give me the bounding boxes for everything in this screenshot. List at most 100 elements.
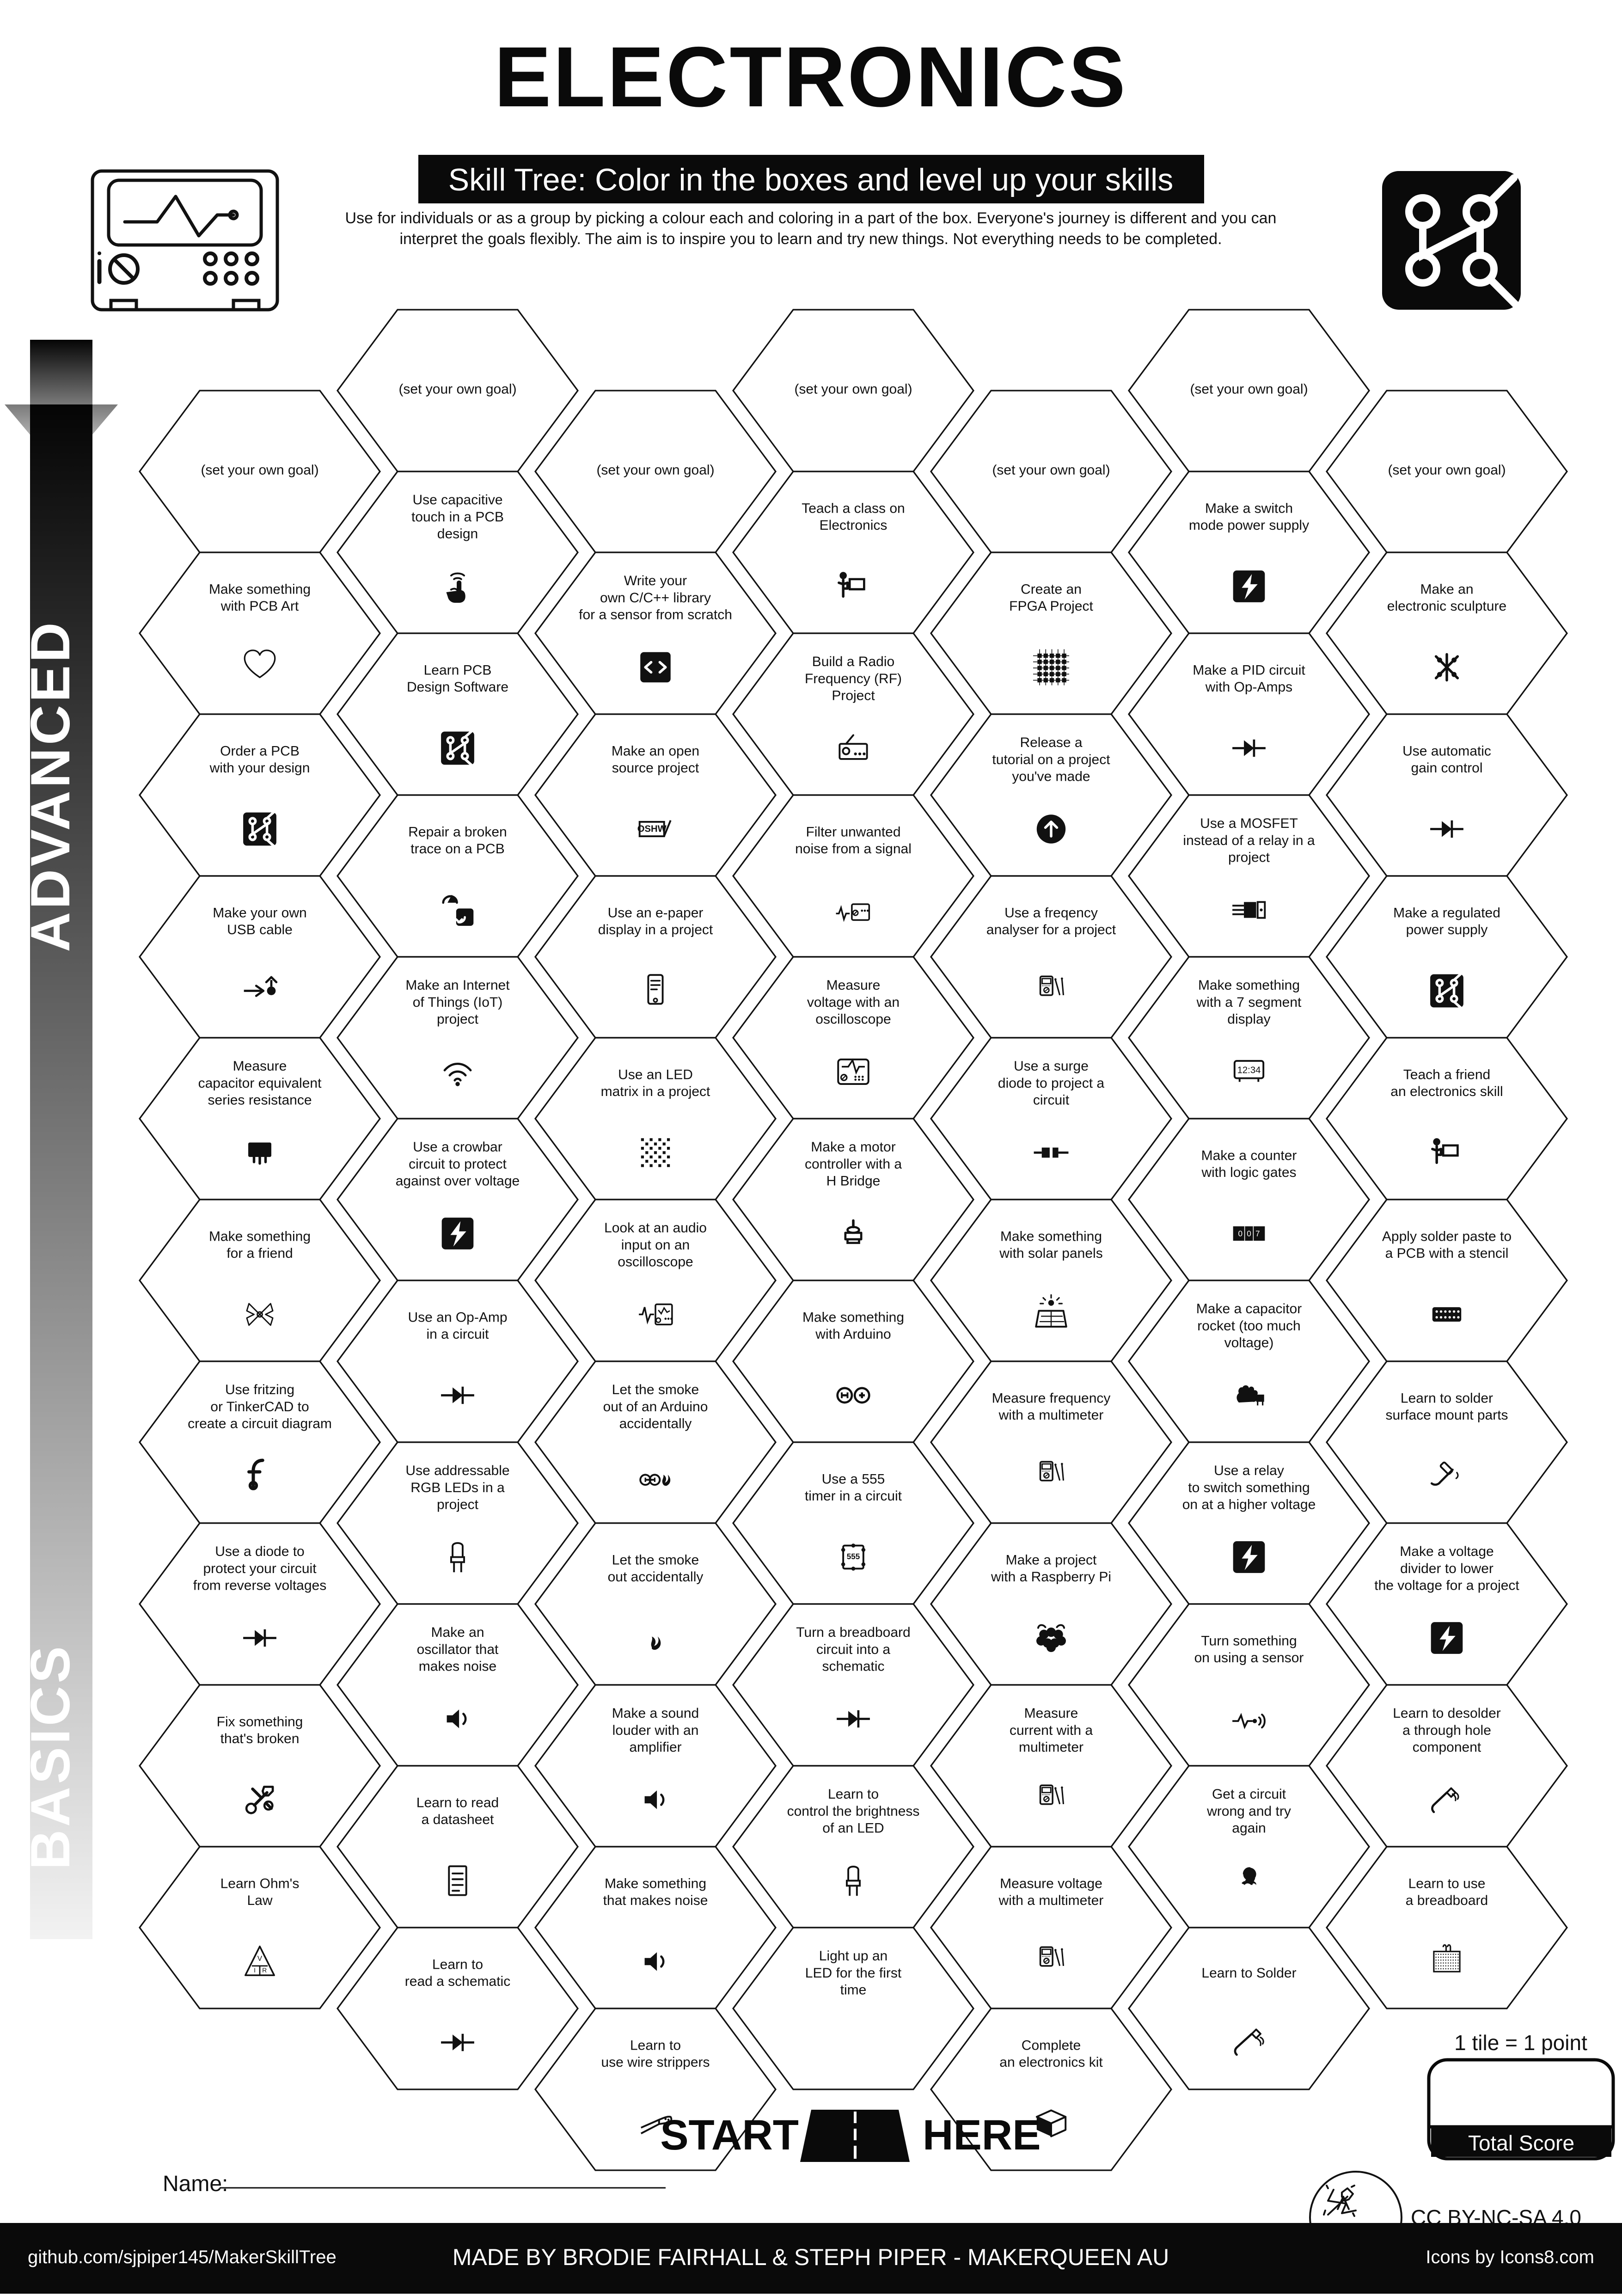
svg-text:(set your own goal): (set your own goal) [201, 462, 318, 478]
svg-text:Learn to: Learn to [432, 1957, 483, 1972]
svg-text:with a multimeter: with a multimeter [998, 1893, 1104, 1908]
svg-text:Frequency (RF): Frequency (RF) [805, 671, 902, 686]
svg-text:Make something: Make something [209, 1229, 311, 1244]
svg-text:Use a surge: Use a surge [1014, 1059, 1089, 1074]
svg-text:Write your: Write your [624, 573, 687, 588]
svg-text:multimeter: multimeter [1019, 1739, 1083, 1755]
svg-text:(set your own goal): (set your own goal) [398, 381, 516, 397]
svg-text:with solar panels: with solar panels [999, 1246, 1102, 1261]
svg-text:Make something: Make something [1198, 978, 1300, 993]
svg-text:Make a counter: Make a counter [1201, 1148, 1297, 1163]
svg-text:Law: Law [247, 1893, 272, 1908]
svg-text:a through hole: a through hole [1402, 1723, 1491, 1738]
svg-text:Look at an audio: Look at an audio [604, 1220, 707, 1236]
svg-text:Make a motor: Make a motor [811, 1139, 895, 1155]
svg-text:noise from a signal: noise from a signal [795, 841, 912, 857]
svg-text:diode to project a: diode to project a [998, 1076, 1104, 1091]
svg-text:schematic: schematic [822, 1659, 884, 1674]
svg-text:project: project [437, 1011, 479, 1027]
svg-text:Use a crowbar: Use a crowbar [413, 1139, 502, 1155]
svg-text:Learn to desolder: Learn to desolder [1393, 1706, 1501, 1721]
svg-text:timer in a circuit: timer in a circuit [805, 1488, 902, 1504]
svg-text:Electronics: Electronics [820, 518, 888, 533]
svg-text:Create an: Create an [1021, 582, 1082, 597]
svg-text:Fix something: Fix something [217, 1714, 303, 1730]
svg-text:oscilloscope: oscilloscope [815, 1011, 891, 1027]
svg-text:7: 7 [1255, 1229, 1260, 1238]
svg-text:Light up an: Light up an [819, 1948, 888, 1964]
svg-text:Release a: Release a [1020, 735, 1082, 750]
svg-text:USB cable: USB cable [227, 922, 293, 937]
svg-text:Repair a broken: Repair a broken [408, 825, 507, 840]
svg-text:current with a: current with a [1010, 1723, 1093, 1738]
svg-text:again: again [1232, 1820, 1266, 1836]
svg-text:divider to lower: divider to lower [1400, 1561, 1493, 1576]
svg-text:display: display [1227, 1011, 1270, 1027]
svg-text:project: project [437, 1497, 479, 1512]
svg-text:power supply: power supply [1406, 922, 1488, 937]
svg-text:Make a capacitor: Make a capacitor [1196, 1301, 1302, 1316]
svg-text:(set your own goal): (set your own goal) [992, 462, 1110, 478]
svg-text:Filter unwanted: Filter unwanted [806, 825, 900, 840]
svg-text:V: V [257, 1955, 263, 1963]
svg-text:Name:: Name: [163, 2172, 228, 2196]
svg-text:an electronics kit: an electronics kit [999, 2055, 1103, 2070]
svg-text:with a multimeter: with a multimeter [998, 1408, 1104, 1423]
svg-text:Use a 555: Use a 555 [822, 1472, 885, 1487]
svg-text:with your design: with your design [209, 760, 310, 776]
svg-text:START: START [660, 2112, 799, 2159]
svg-text:Learn to solder: Learn to solder [1401, 1391, 1493, 1406]
svg-text:with a 7 segment: with a 7 segment [1196, 995, 1302, 1010]
svg-text:tutorial on a project: tutorial on a project [992, 752, 1110, 767]
svg-text:protect your circuit: protect your circuit [203, 1561, 317, 1576]
svg-text:capacitor equivalent: capacitor equivalent [198, 1076, 322, 1091]
svg-text:I: I [254, 1966, 256, 1974]
svg-text:design: design [437, 526, 478, 541]
svg-text:time: time [840, 1982, 867, 1997]
svg-text:electronic sculpture: electronic sculpture [1387, 599, 1506, 614]
svg-text:touch in a PCB: touch in a PCB [411, 509, 504, 525]
svg-text:Measure: Measure [233, 1059, 287, 1074]
svg-text:Learn to: Learn to [630, 2038, 681, 2053]
svg-text:source project: source project [612, 760, 699, 776]
svg-text:Measure voltage: Measure voltage [1000, 1876, 1102, 1892]
svg-text:Use capacitive: Use capacitive [412, 492, 502, 508]
svg-text:matrix in a project: matrix in a project [601, 1084, 710, 1099]
svg-text:ADVANCED: ADVANCED [19, 619, 81, 952]
svg-text:instead of a relay in a: instead of a relay in a [1183, 833, 1315, 848]
svg-text:with PCB Art: with PCB Art [220, 599, 299, 614]
svg-text:(set your own goal): (set your own goal) [1388, 462, 1506, 478]
svg-text:Make a sound: Make a sound [612, 1706, 699, 1721]
svg-text:read a schematic: read a schematic [405, 1974, 510, 1989]
svg-text:surface mount parts: surface mount parts [1385, 1408, 1508, 1423]
svg-text:LED for the first: LED for the first [805, 1965, 902, 1981]
svg-text:R: R [262, 1966, 267, 1974]
svg-text:accidentally: accidentally [619, 1416, 692, 1431]
svg-text:Make an: Make an [1420, 582, 1473, 597]
svg-text:for a friend: for a friend [226, 1246, 293, 1261]
svg-text:Learn to read: Learn to read [416, 1795, 499, 1811]
svg-text:circuit: circuit [1033, 1092, 1070, 1108]
svg-text:0: 0 [1238, 1229, 1243, 1238]
svg-text:Make a PID circuit: Make a PID circuit [1193, 663, 1305, 678]
svg-text:controller with a: controller with a [805, 1157, 902, 1172]
svg-text:circuit to protect: circuit to protect [409, 1157, 507, 1172]
svg-text:series resistance: series resistance [208, 1092, 312, 1108]
svg-text:Teach a class on: Teach a class on [802, 501, 905, 516]
svg-text:Measure: Measure [826, 978, 881, 993]
svg-text:use wire strippers: use wire strippers [601, 2055, 710, 2070]
svg-text:Teach a friend: Teach a friend [1403, 1067, 1490, 1083]
svg-text:Use a freqency: Use a freqency [1004, 906, 1098, 921]
svg-text:louder with an: louder with an [612, 1723, 699, 1738]
svg-text:input on an: input on an [621, 1237, 690, 1253]
svg-text:Use automatic: Use automatic [1402, 744, 1491, 759]
svg-text:H Bridge: H Bridge [826, 1173, 881, 1188]
svg-text:Build a Radio: Build a Radio [812, 654, 894, 669]
svg-text:makes noise: makes noise [419, 1659, 496, 1674]
svg-text:0: 0 [1247, 1229, 1251, 1238]
svg-text:a breadboard: a breadboard [1406, 1893, 1488, 1908]
svg-text:Use an e-paper: Use an e-paper [608, 906, 704, 921]
svg-text:for a sensor from scratch: for a sensor from scratch [579, 607, 732, 622]
svg-text:control the brightness: control the brightness [787, 1804, 920, 1819]
svg-text:Measure: Measure [1024, 1706, 1078, 1721]
